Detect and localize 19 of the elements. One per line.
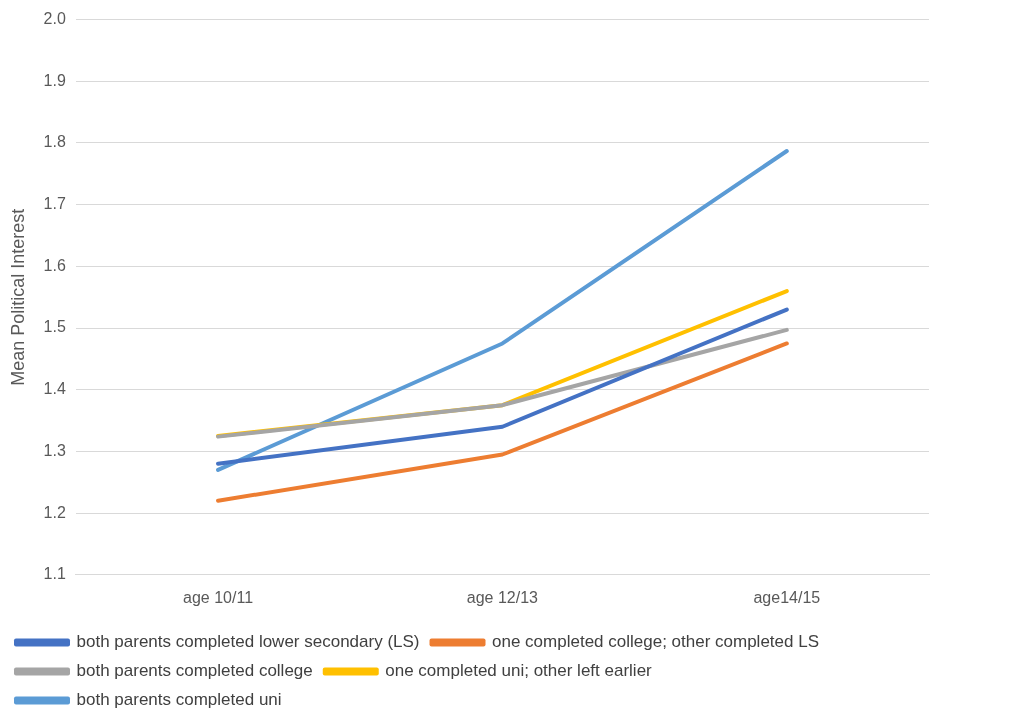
y-tick-label: 1.3	[43, 441, 66, 459]
x-tick-label: age 10/11	[183, 588, 254, 606]
x-tick-label: age 12/13	[466, 588, 539, 606]
y-tick-label: 1.1	[43, 565, 66, 583]
legend-label: both parents completed lower secondary (LS)	[76, 632, 420, 652]
y-tick-label: 1.6	[43, 256, 66, 274]
y-tick-label: 1.7	[43, 195, 66, 213]
legend-label: one completed college; other completed LS	[492, 632, 819, 652]
legend-label: both parents completed uni	[76, 690, 282, 710]
y-tick-label: 1.2	[43, 503, 66, 521]
y-axis-title: Mean Political Interest	[7, 208, 28, 386]
legend-label: both parents completed college	[76, 661, 313, 681]
x-tick-label: age14/15	[753, 588, 821, 606]
y-tick-label: 1.9	[43, 71, 66, 89]
y-tick-label: 1.5	[43, 318, 66, 336]
y-tick-label: 2.0	[43, 10, 66, 28]
y-tick-label: 1.4	[43, 380, 66, 398]
legend-label: one completed uni; other left earlier	[385, 661, 653, 681]
y-tick-label: 1.8	[43, 133, 66, 151]
